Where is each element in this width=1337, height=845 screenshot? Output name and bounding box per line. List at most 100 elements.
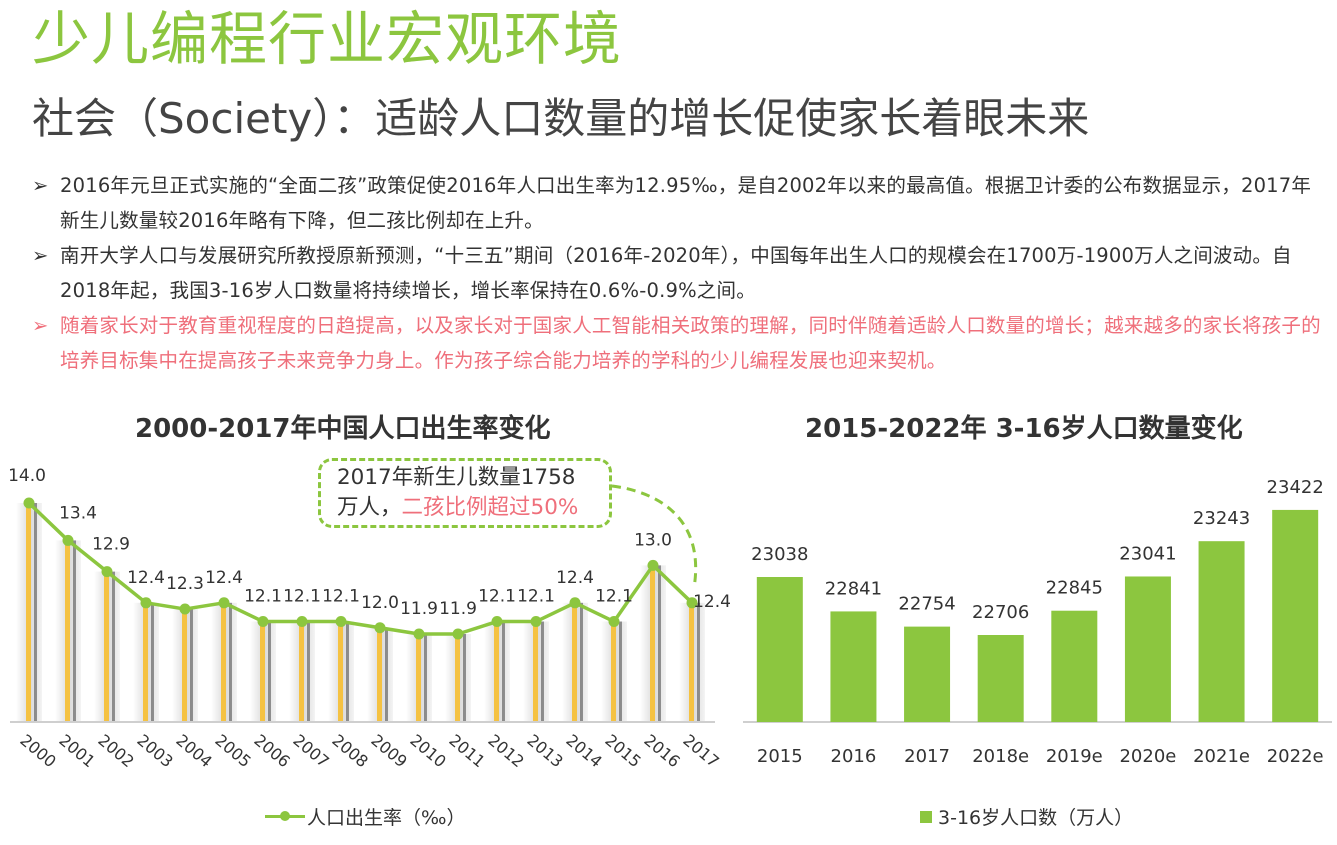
column-stripe: [377, 627, 382, 722]
data-label: 11.9: [439, 599, 477, 619]
data-label: 12.4: [556, 568, 594, 588]
data-label: 13.4: [59, 503, 97, 523]
column-stripe: [572, 602, 577, 722]
page-title: 少儿编程行业宏观环境: [32, 5, 623, 73]
data-point: [647, 559, 659, 571]
x-tick-label: 2017: [904, 746, 950, 767]
data-label: 14.0: [8, 466, 46, 486]
column-stripe: [143, 602, 148, 722]
column-stripe: [416, 634, 421, 722]
data-point: [374, 622, 386, 634]
line-chart-legend: 人口出生率（‰）: [265, 803, 466, 830]
bullet-item-1: ➢ 2016年元旦正式实施的“全面二孩”政策促使2016年人口出生率为12.95‰…: [30, 168, 1325, 238]
column-stripe: [260, 621, 265, 722]
data-label: 12.1: [283, 587, 321, 607]
data-label: 22841: [825, 578, 882, 599]
column-dark-stripe: [697, 602, 700, 722]
data-label: 23243: [1193, 508, 1250, 529]
data-point: [101, 566, 113, 578]
data-point: [257, 616, 269, 628]
bar-chart-legend: 3-16岁人口数（万人）: [920, 803, 1133, 830]
data-label: 12.1: [478, 587, 516, 607]
data-point: [452, 628, 464, 640]
arrow-icon: ➢: [32, 314, 49, 337]
data-label: 23422: [1267, 477, 1324, 498]
bullet-item-2: ➢ 南开大学人口与发展研究所教授原新预测，“十三五”期间（2016年-2020年）…: [30, 238, 1325, 308]
x-tick-label: 2020e: [1119, 746, 1176, 767]
data-point: [140, 597, 152, 609]
data-point: [179, 603, 191, 615]
data-label: 22706: [972, 602, 1029, 623]
bar: [1272, 509, 1319, 722]
data-label: 13.0: [634, 530, 672, 550]
callout-box: 2017年新生儿数量1758 万人，二孩比例超过50%: [318, 458, 612, 528]
bar: [904, 626, 951, 722]
data-label: 12.1: [595, 587, 633, 607]
column-dark-stripe: [229, 602, 232, 722]
column-dark-stripe: [502, 621, 505, 722]
column-dark-stripe: [463, 634, 466, 722]
data-point: [23, 497, 35, 509]
bar-chart-title: 2015-2022年 3-16岁人口数量变化: [805, 414, 1243, 444]
data-point: [491, 616, 503, 628]
column-dark-stripe: [190, 609, 193, 722]
data-label: 12.0: [361, 593, 399, 613]
data-label: 11.9: [400, 599, 438, 619]
column-dark-stripe: [346, 621, 349, 722]
column-stripe: [299, 621, 304, 722]
line-chart-title: 2000-2017年中国人口出生率变化: [135, 414, 551, 444]
data-label: 23041: [1119, 543, 1176, 564]
column-dark-stripe: [541, 621, 544, 722]
column-dark-stripe: [151, 602, 154, 722]
series-line: [27, 501, 694, 636]
callout-connector: [611, 484, 698, 589]
callout-line-1: 2017年新生儿数量1758: [337, 465, 576, 490]
arrow-icon: ➢: [32, 244, 49, 267]
data-label: 12.4: [127, 568, 165, 588]
arrow-icon: ➢: [32, 174, 49, 197]
column-dark-stripe: [385, 627, 388, 722]
line-marker-icon: [265, 811, 305, 821]
data-point: [608, 616, 620, 628]
data-label: 12.9: [92, 535, 130, 555]
column-stripe: [65, 540, 70, 722]
column-stripe: [338, 621, 343, 722]
column-dark-stripe: [268, 621, 271, 722]
data-point: [530, 616, 542, 628]
column-stripe: [650, 565, 655, 722]
column-stripe: [455, 634, 460, 722]
bullet-text: 南开大学人口与发展研究所教授原新预测，“十三五”期间（2016年-2020年），…: [60, 244, 1292, 302]
x-tick-label: 2015: [757, 746, 803, 767]
column-stripe: [221, 602, 226, 722]
column-stripe: [104, 571, 109, 722]
legend-label: 人口出生率（‰）: [307, 807, 466, 829]
column-dark-stripe: [34, 503, 37, 722]
column-dark-stripe: [580, 602, 583, 722]
data-label: 12.1: [322, 587, 360, 607]
column-stripe: [533, 621, 538, 722]
data-label: 12.1: [244, 587, 282, 607]
column-dark-stripe: [307, 621, 310, 722]
bar-swatch-icon: [920, 810, 932, 823]
bullet-text: 2016年元旦正式实施的“全面二孩”政策促使2016年人口出生率为12.95‰，…: [60, 174, 1312, 232]
column-dark-stripe: [424, 634, 427, 722]
data-label: 12.4: [205, 568, 243, 588]
x-tick-label: 2021e: [1193, 746, 1250, 767]
data-label: 12.3: [166, 574, 204, 594]
bar: [1051, 610, 1098, 722]
callout-line-2: 万人，二孩比例超过50%: [337, 495, 579, 520]
bullet-list: ➢ 2016年元旦正式实施的“全面二孩”政策促使2016年人口出生率为12.95‰…: [30, 168, 1325, 378]
data-label: 22754: [898, 594, 955, 615]
bar: [1124, 576, 1171, 722]
data-point: [218, 597, 230, 609]
data-point: [335, 616, 347, 628]
column-stripe: [182, 609, 187, 722]
column-dark-stripe: [112, 571, 115, 722]
data-point: [296, 616, 308, 628]
data-label: 12.4: [693, 592, 731, 612]
page-subtitle: 社会（Society）：适龄人口数量的增长促使家长着眼未来: [32, 94, 1090, 143]
x-tick-label: 2019e: [1046, 746, 1103, 767]
x-tick-label: 2018e: [972, 746, 1029, 767]
